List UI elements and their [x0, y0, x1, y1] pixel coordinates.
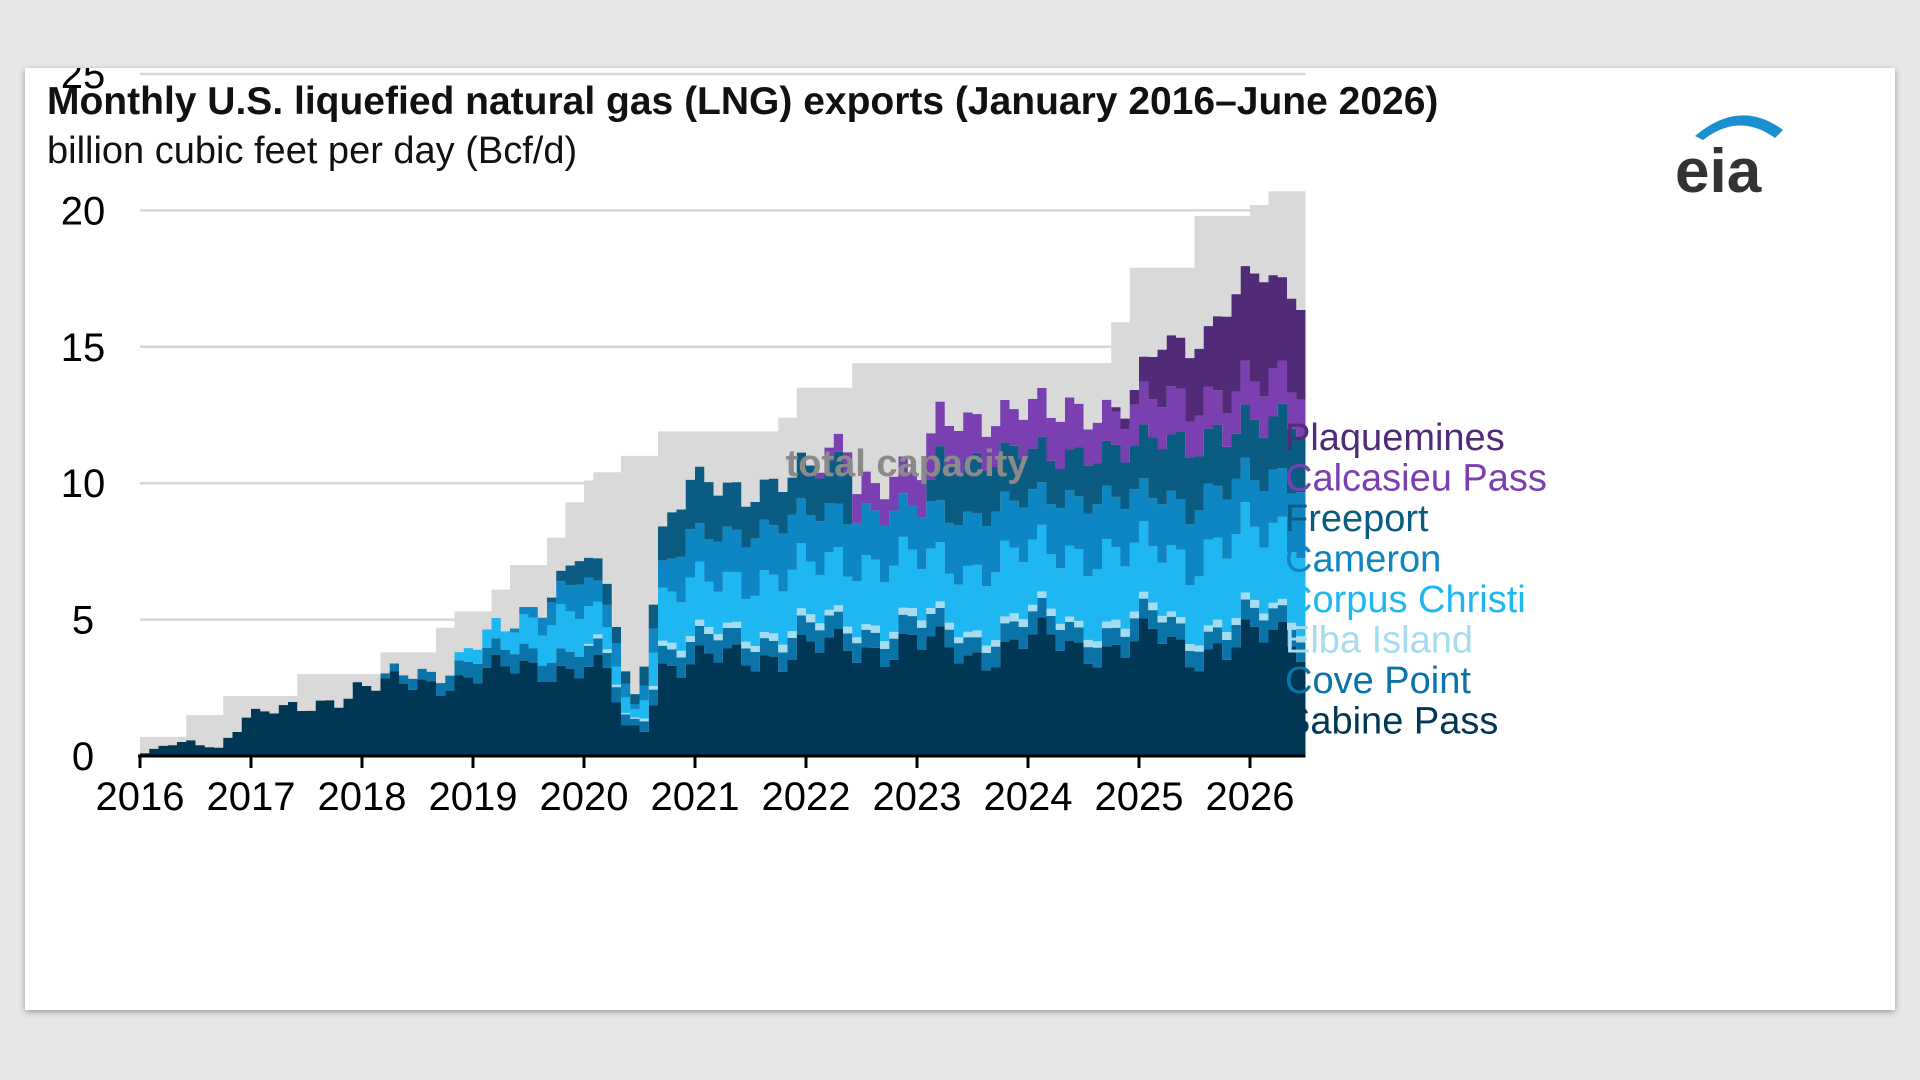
chart-subtitle: billion cubic feet per day (Bcf/d) [47, 130, 578, 172]
y-tick-label-25: 25 [61, 68, 106, 97]
x-tick-label-2020: 2020 [540, 775, 629, 819]
x-tick-label-2017: 2017 [207, 775, 296, 819]
y-tick-label-5: 5 [72, 599, 94, 643]
chart-title: Monthly U.S. liquefied natural gas (LNG)… [47, 80, 1439, 123]
legend-item-freeport: Freeport [1285, 498, 1429, 540]
legend-item-cameron: Cameron [1285, 539, 1441, 581]
x-tick-label-2025: 2025 [1095, 775, 1184, 819]
plot-area [140, 191, 1306, 756]
legend-item-plaquemines: Plaquemines [1285, 417, 1505, 459]
series-area-freeport [140, 403, 1306, 754]
y-tick-label-0: 0 [72, 735, 94, 779]
legend-item-sabine-pass: Sabine Pass [1285, 701, 1498, 743]
legend-item-corpus-christi: Corpus Christi [1285, 579, 1526, 621]
y-tick-label-15: 15 [61, 326, 106, 370]
legend-item-elba-island: Elba Island [1285, 620, 1473, 662]
chart-card: Monthly U.S. liquefied natural gas (LNG)… [25, 68, 1895, 1010]
x-tick-label-2016: 2016 [96, 775, 185, 819]
series-area-cameron [140, 457, 1306, 754]
x-tick-label-2022: 2022 [762, 775, 851, 819]
y-tick-label-20: 20 [61, 189, 106, 233]
x-tick-label-2023: 2023 [873, 775, 962, 819]
y-axis: 0 5 10 15 20 25 [61, 68, 106, 779]
series-area-sabine-pass [140, 617, 1306, 756]
x-tick-label-2019: 2019 [429, 775, 518, 819]
x-tick-labels: 2016 2017 2018 2019 2020 2021 2022 2023 2024 2025… [96, 775, 1295, 819]
x-tick-label-2024: 2024 [984, 775, 1073, 819]
legend-item-cove-point: Cove Point [1285, 660, 1471, 702]
x-tick-label-2026: 2026 [1206, 775, 1295, 819]
x-tick-label-2021: 2021 [651, 775, 740, 819]
series-area-cove-point [140, 598, 1306, 754]
capacity-annotation: total capacity [786, 443, 1029, 485]
x-axis [138, 754, 1306, 768]
legend-item-calcasieu-pass: Calcasieu Pass [1285, 458, 1547, 500]
x-tick-label-2018: 2018 [318, 775, 407, 819]
svg-text:eia: eia [1675, 137, 1762, 206]
eia-logo-icon: eia [1675, 115, 1783, 206]
y-tick-label-10: 10 [61, 462, 106, 506]
series-area-corpus-christi [140, 502, 1306, 754]
